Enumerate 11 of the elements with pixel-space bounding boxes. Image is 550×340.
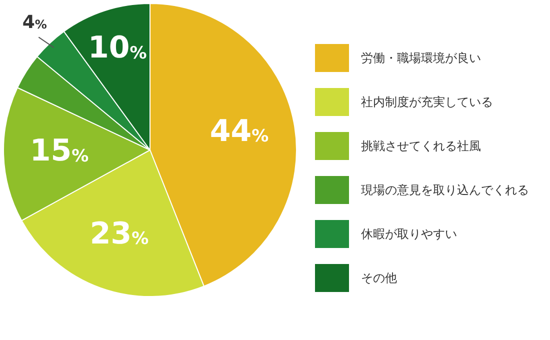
data-label: 10% [88, 30, 147, 66]
data-label: 23% [90, 216, 149, 252]
legend-label: 現場の意見を取り込んでくれる [361, 182, 529, 198]
legend-label: 挑戦させてくれる社風 [361, 138, 481, 154]
data-label: 44% [210, 114, 269, 149]
legend-label: その他 [361, 270, 397, 286]
data-label: 15% [30, 134, 89, 169]
legend-label: 休暇が取りやすい [361, 226, 457, 242]
data-label: 4% [22, 12, 47, 33]
legend-label: 社内制度が充実している [361, 94, 493, 110]
legend-label: 労働・職場環境が良い [361, 50, 481, 66]
